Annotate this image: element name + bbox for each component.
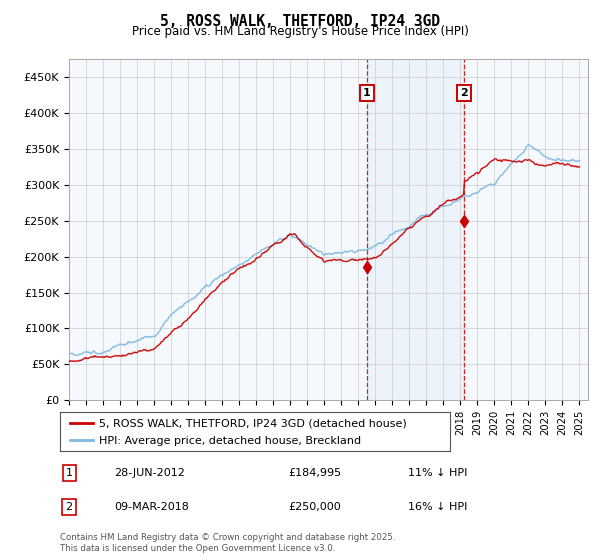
Text: 28-JUN-2012: 28-JUN-2012 [114,468,185,478]
Text: HPI: Average price, detached house, Breckland: HPI: Average price, detached house, Brec… [99,436,361,446]
Text: Contains HM Land Registry data © Crown copyright and database right 2025.
This d: Contains HM Land Registry data © Crown c… [60,533,395,553]
Text: 5, ROSS WALK, THETFORD, IP24 3GD (detached house): 5, ROSS WALK, THETFORD, IP24 3GD (detach… [99,418,407,428]
Text: £250,000: £250,000 [288,502,341,512]
Text: 11% ↓ HPI: 11% ↓ HPI [408,468,467,478]
Text: 2: 2 [460,88,467,98]
Text: 2: 2 [65,502,73,512]
Text: 1: 1 [363,88,371,98]
Text: £184,995: £184,995 [288,468,341,478]
Bar [367,59,464,400]
Text: Price paid vs. HM Land Registry's House Price Index (HPI): Price paid vs. HM Land Registry's House … [131,25,469,38]
Text: 16% ↓ HPI: 16% ↓ HPI [408,502,467,512]
Text: 09-MAR-2018: 09-MAR-2018 [114,502,189,512]
Text: 1: 1 [65,468,73,478]
Text: 5, ROSS WALK, THETFORD, IP24 3GD: 5, ROSS WALK, THETFORD, IP24 3GD [160,14,440,29]
